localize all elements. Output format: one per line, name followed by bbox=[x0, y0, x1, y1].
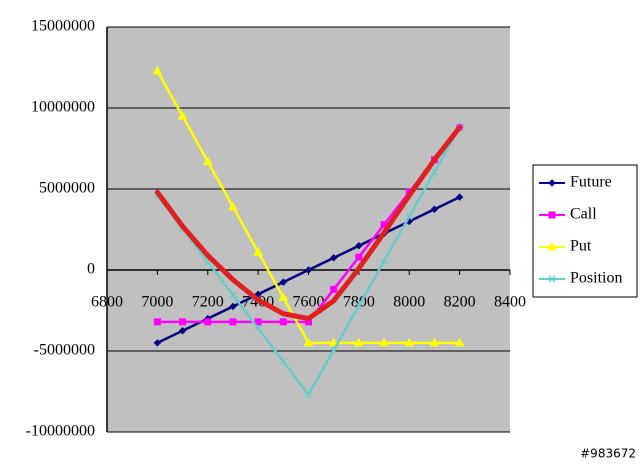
point bbox=[355, 253, 363, 261]
point bbox=[179, 318, 187, 326]
point bbox=[279, 278, 288, 286]
point bbox=[380, 257, 388, 265]
point bbox=[253, 247, 263, 256]
legend-marker bbox=[548, 211, 556, 219]
legend-label: Future bbox=[570, 174, 612, 191]
x-tick-label: 7800 bbox=[343, 294, 375, 311]
point bbox=[204, 318, 212, 326]
legend-label: Put bbox=[570, 238, 592, 255]
point bbox=[152, 65, 163, 75]
point bbox=[429, 337, 440, 347]
point bbox=[330, 285, 338, 293]
point bbox=[202, 156, 213, 165]
point bbox=[254, 318, 262, 326]
x-tick-label: 8400 bbox=[494, 294, 526, 311]
point bbox=[355, 241, 363, 250]
legend-label: Call bbox=[570, 206, 597, 223]
point bbox=[430, 168, 438, 176]
point bbox=[354, 337, 364, 347]
point bbox=[430, 205, 439, 213]
point bbox=[153, 318, 161, 326]
point bbox=[454, 337, 465, 347]
y-tick-label: -5000000 bbox=[34, 342, 95, 359]
x-tick-label: 7600 bbox=[293, 294, 325, 311]
point bbox=[379, 337, 389, 347]
point bbox=[303, 337, 314, 347]
y-tick-label: 5000000 bbox=[39, 180, 95, 197]
watermark: #983672 bbox=[580, 447, 636, 461]
point bbox=[228, 201, 238, 211]
x-tick-label: 6800 bbox=[91, 294, 123, 311]
legend-marker bbox=[548, 275, 556, 283]
point bbox=[178, 327, 187, 335]
y-tick-label: -10000000 bbox=[26, 423, 95, 440]
point bbox=[177, 111, 188, 120]
legend-marker bbox=[548, 179, 556, 187]
point bbox=[355, 302, 363, 310]
point bbox=[404, 337, 415, 347]
x-tick-label: 8000 bbox=[393, 294, 425, 311]
point bbox=[279, 357, 287, 366]
point bbox=[279, 318, 287, 326]
x-tick-label: 7200 bbox=[192, 294, 224, 311]
point bbox=[455, 193, 464, 201]
point bbox=[329, 254, 338, 262]
legend-marker bbox=[547, 241, 557, 251]
legend-box bbox=[532, 164, 638, 298]
plot-area bbox=[107, 27, 510, 432]
point bbox=[304, 391, 313, 399]
point bbox=[153, 339, 162, 347]
x-tick-label: 8200 bbox=[444, 294, 476, 311]
y-tick-label: 15000000 bbox=[31, 18, 95, 35]
point bbox=[304, 266, 313, 274]
x-tick-label: 7000 bbox=[141, 294, 173, 311]
point bbox=[254, 324, 262, 332]
curve-line bbox=[154, 124, 463, 322]
point bbox=[330, 346, 338, 354]
point bbox=[229, 291, 237, 299]
point bbox=[278, 292, 289, 302]
point bbox=[405, 213, 413, 221]
y-tick-label: 0 bbox=[87, 261, 95, 278]
y-tick-label: 10000000 bbox=[31, 99, 95, 116]
legend-label: Position bbox=[570, 270, 622, 287]
point bbox=[229, 302, 237, 311]
point bbox=[229, 318, 237, 326]
